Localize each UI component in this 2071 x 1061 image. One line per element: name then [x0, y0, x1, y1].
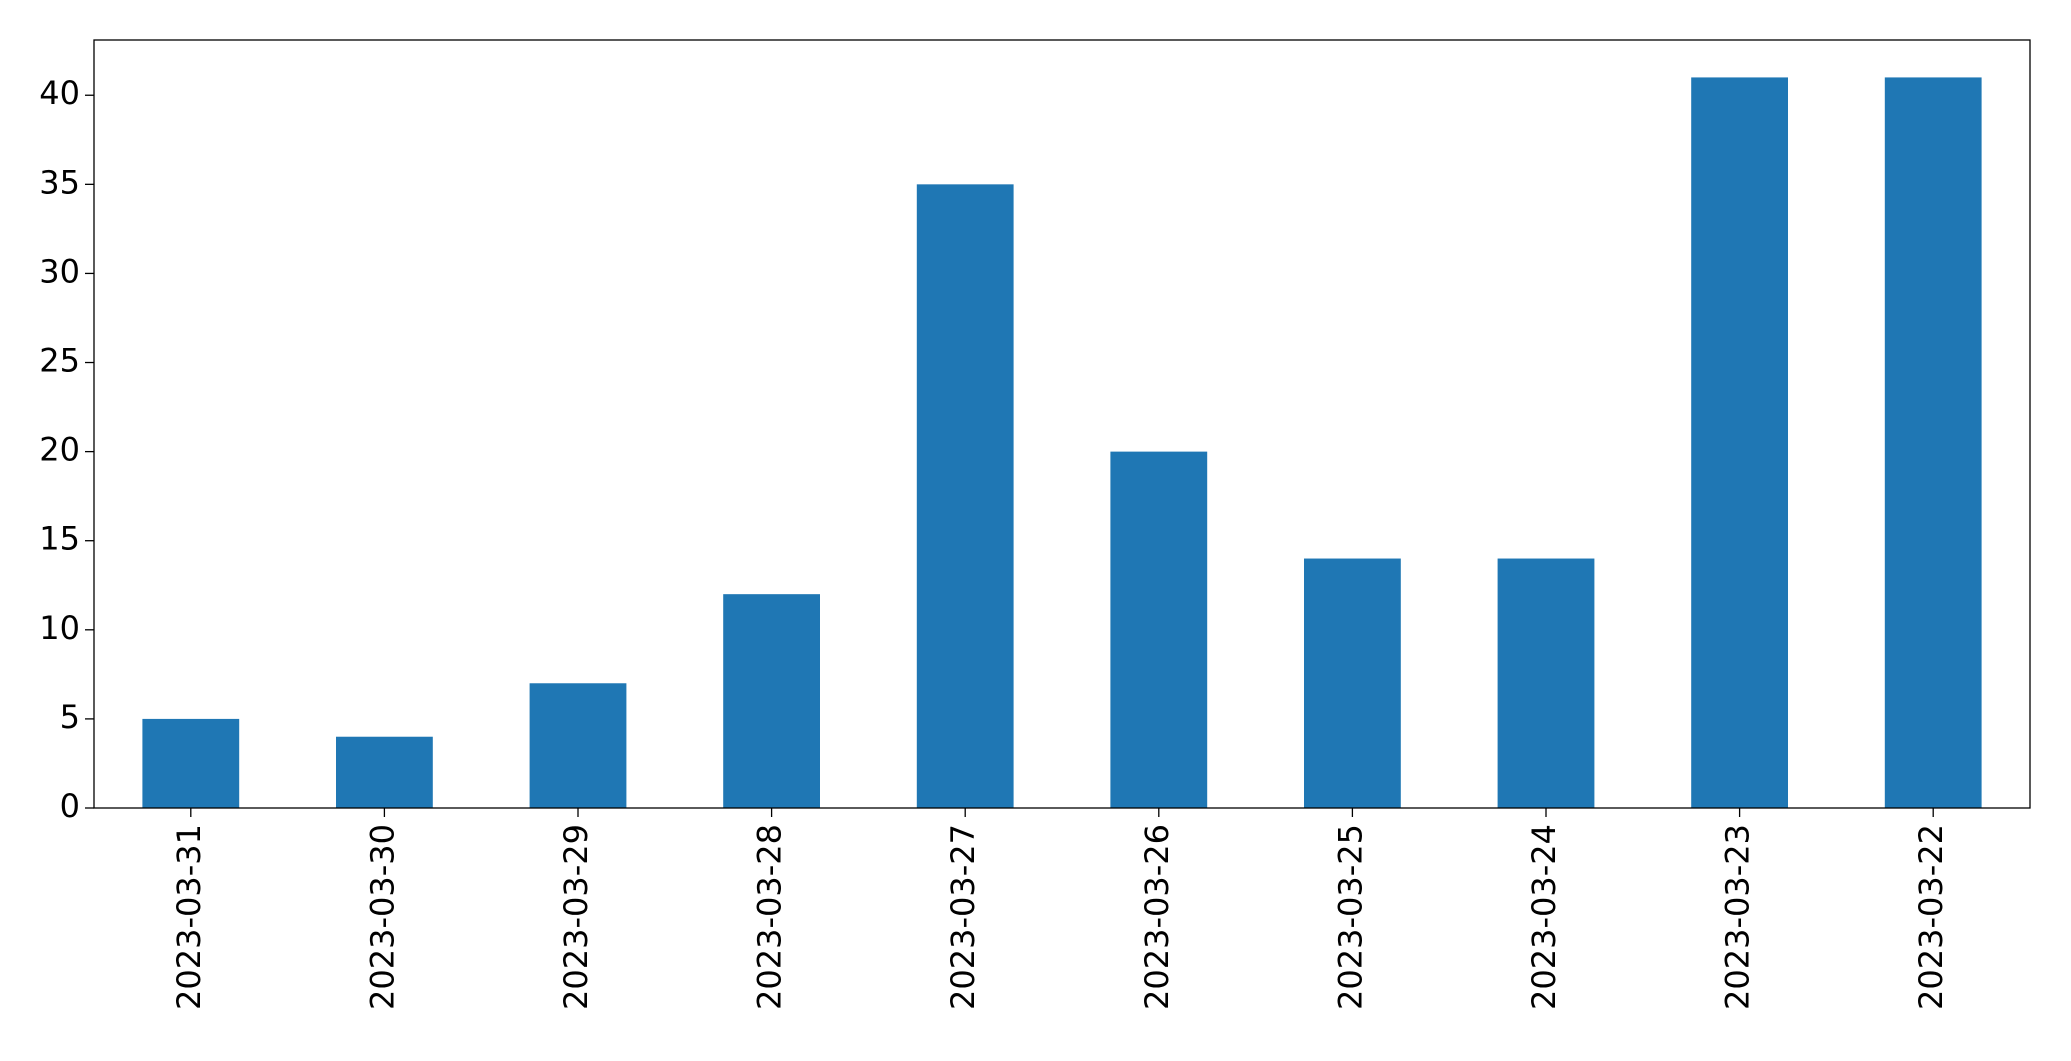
x-tick-label: 2023-03-26: [1138, 824, 1176, 1010]
bar: [1497, 558, 1595, 808]
x-tick-label: 2023-03-27: [944, 824, 982, 1010]
bar: [916, 184, 1014, 808]
bar: [723, 594, 820, 808]
y-tick-label: 15: [39, 520, 80, 558]
x-tick-label: 2023-03-23: [1719, 824, 1757, 1010]
bar: [1691, 77, 1788, 809]
x-tick-label: 2023-03-31: [170, 824, 208, 1010]
y-tick-label: 30: [39, 252, 80, 290]
bar: [1304, 558, 1401, 808]
x-tick-label: 2023-03-24: [1525, 824, 1563, 1010]
y-tick-label: 20: [39, 431, 80, 469]
x-tick-label: 2023-03-29: [557, 824, 595, 1010]
x-tick-label: 2023-03-30: [363, 824, 401, 1010]
y-tick-label: 10: [39, 609, 80, 647]
x-tick-label: 2023-03-28: [751, 824, 789, 1010]
y-tick-label: 35: [39, 163, 80, 201]
bar: [1884, 77, 1982, 809]
y-tick-label: 0: [60, 787, 80, 825]
bar: [1110, 451, 1208, 808]
bar: [142, 718, 240, 808]
y-tick-label: 25: [39, 342, 80, 380]
y-tick-label: 5: [60, 698, 80, 736]
x-tick-label: 2023-03-25: [1331, 824, 1369, 1010]
y-tick-label: 40: [39, 74, 80, 112]
bar: [529, 683, 627, 808]
bar: [336, 736, 433, 808]
plot-frame: [93, 39, 2031, 809]
x-tick-label: 2023-03-22: [1912, 824, 1950, 1010]
